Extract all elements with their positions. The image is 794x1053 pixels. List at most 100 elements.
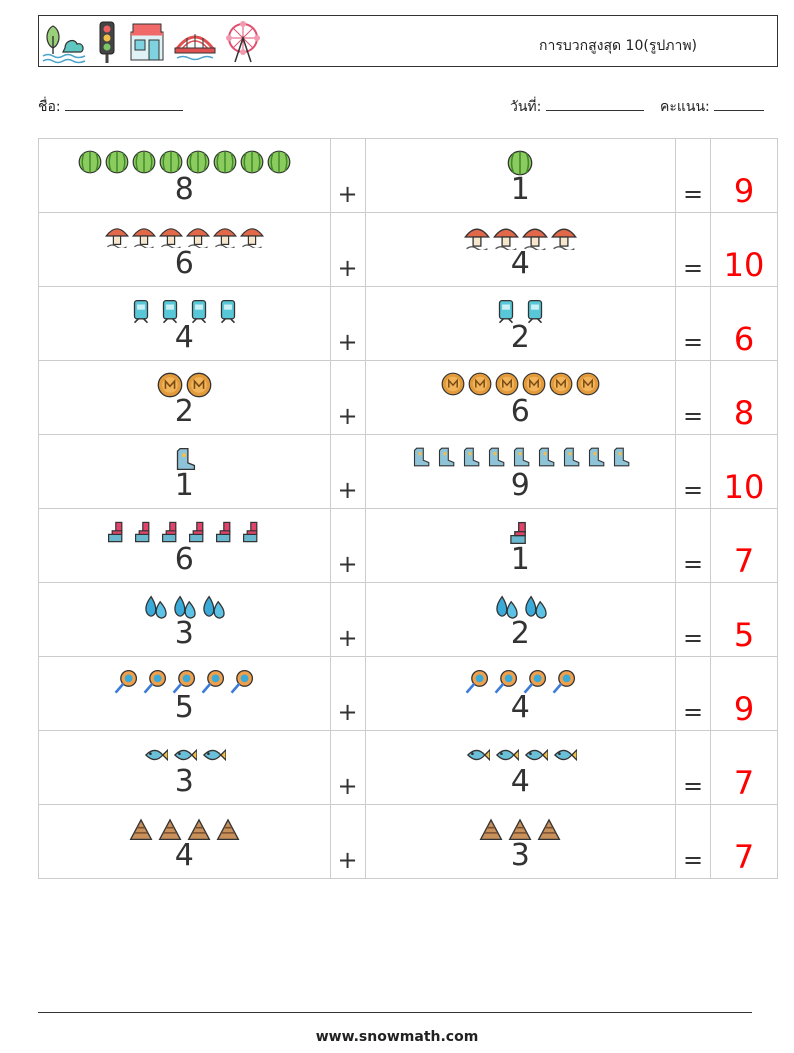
- traffic-light-icon: [99, 21, 115, 63]
- score-label: คะแนน:: [660, 99, 710, 115]
- water-drops-icon: [525, 595, 547, 619]
- addend-a-cell: 6: [38, 508, 331, 583]
- table-row: 8 +1 = 9: [38, 138, 778, 213]
- addend-b-icons: [366, 150, 676, 176]
- plus-cell: +: [329, 286, 366, 361]
- equals-cell: =: [675, 138, 712, 213]
- equals-cell: =: [675, 656, 712, 731]
- addend-b-icons: [366, 520, 676, 546]
- equals-sign: =: [683, 772, 704, 800]
- addend-a-icons: [39, 224, 330, 248]
- lollipop-icon: [143, 669, 167, 694]
- answer: 9: [733, 172, 755, 210]
- boot-icon: [464, 447, 480, 467]
- plus-cell: +: [329, 360, 366, 435]
- watermelon-icon: [132, 150, 156, 174]
- table-row: 6 +1 = 7: [38, 508, 778, 583]
- addend-a-icons: [39, 520, 330, 544]
- equals-sign: =: [683, 698, 704, 726]
- addend-a-icons: [39, 446, 330, 472]
- addend-b: 6: [510, 394, 530, 429]
- addend-b-cell: 9: [364, 434, 677, 509]
- tram-icon: [133, 299, 148, 324]
- addend-a-cell: 3: [38, 582, 331, 657]
- equals-sign: =: [683, 550, 704, 578]
- fish-icon: [553, 748, 577, 762]
- answer-cell: 9: [710, 656, 778, 731]
- date-field: วันที่:: [510, 96, 644, 118]
- pyramid-icon: [216, 818, 240, 841]
- boot-icon: [177, 447, 196, 471]
- addend-b-cell: 4: [364, 212, 677, 287]
- fish-icon: [524, 748, 548, 762]
- mushroom-icon: [492, 228, 519, 250]
- plus-cell: +: [329, 804, 366, 879]
- addend-b: 1: [510, 172, 530, 207]
- addend-b-icons: [366, 816, 676, 842]
- water-drops-icon: [174, 595, 196, 619]
- addend-a-icons: [39, 668, 330, 694]
- plus-sign: +: [337, 180, 358, 208]
- fish-icon: [203, 748, 227, 762]
- addend-a-cell: 4: [38, 804, 331, 879]
- equals-cell: =: [675, 286, 712, 361]
- plus-sign: +: [337, 624, 358, 652]
- answer-cell: 7: [710, 508, 778, 583]
- equals-sign: =: [683, 846, 704, 874]
- addend-a: 6: [174, 246, 194, 281]
- addend-b: 9: [510, 468, 530, 503]
- water-drops-icon: [496, 595, 518, 619]
- equals-cell: =: [675, 730, 712, 805]
- addend-a-cell: 3: [38, 730, 331, 805]
- lollipop-icon: [552, 669, 575, 694]
- mushroom-icon: [158, 228, 183, 248]
- sock-icon: [161, 521, 177, 543]
- fish-icon: [466, 748, 490, 762]
- ferris-wheel-icon: [226, 21, 260, 63]
- name-field: ชื่อ:: [38, 96, 184, 118]
- lollipop-icon: [172, 669, 196, 694]
- coin-icon: [441, 372, 465, 396]
- watermelon-icon: [159, 150, 183, 174]
- addend-b-cell: 4: [364, 730, 677, 805]
- boot-icon: [514, 447, 530, 467]
- worksheet-title: การบวกสูงสุด 10(รูปภาพ): [539, 38, 698, 54]
- equals-sign: =: [683, 476, 704, 504]
- pyramid-icon: [508, 818, 532, 841]
- addend-a-icons: [39, 742, 330, 768]
- footer-website: www.snowmath.com: [315, 1029, 479, 1045]
- addend-a-cell: 8: [38, 138, 331, 213]
- equals-cell: =: [675, 212, 712, 287]
- addend-b-icons: [366, 446, 676, 468]
- coin-icon: [186, 372, 212, 398]
- tram-icon: [191, 299, 206, 324]
- addend-b-icons: [366, 224, 676, 250]
- water-drops-icon: [145, 595, 167, 619]
- tram-icon: [527, 299, 542, 324]
- answer-cell: 10: [710, 212, 778, 287]
- plus-cell: +: [329, 508, 366, 583]
- tram-icon: [162, 299, 177, 324]
- addend-b-cell: 6: [364, 360, 677, 435]
- boot-icon: [539, 447, 555, 467]
- lollipop-icon: [523, 669, 546, 694]
- equals-cell: =: [675, 804, 712, 879]
- addend-a: 4: [174, 838, 194, 873]
- addend-a-cell: 6: [38, 212, 331, 287]
- sock-icon: [134, 521, 150, 543]
- equals-sign: =: [683, 254, 704, 282]
- plus-sign: +: [337, 476, 358, 504]
- table-row: 1 +9 = 10: [38, 434, 778, 509]
- addend-a: 8: [174, 172, 194, 207]
- footer-divider: [38, 1012, 752, 1013]
- answer-cell: 8: [710, 360, 778, 435]
- coin-icon: [522, 372, 546, 396]
- answer-cell: 5: [710, 582, 778, 657]
- addend-a-icons: [39, 816, 330, 842]
- sock-icon: [188, 521, 204, 543]
- addend-b-icons: [366, 594, 676, 620]
- answer: 10: [723, 246, 765, 284]
- equals-sign: =: [683, 624, 704, 652]
- addend-b: 2: [510, 320, 530, 355]
- addend-a: 3: [174, 764, 194, 799]
